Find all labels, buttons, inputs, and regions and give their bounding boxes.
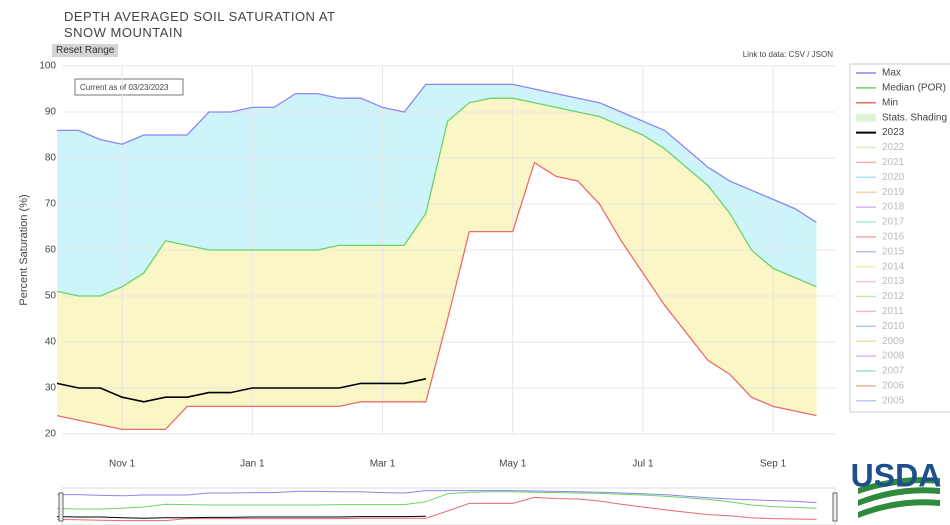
slider-line <box>56 515 426 519</box>
legend-label[interactable]: 2023 <box>882 127 905 138</box>
legend-label[interactable]: 2015 <box>882 246 905 257</box>
x-tick-label: Jan 1 <box>240 459 265 470</box>
shading-band <box>57 84 817 297</box>
legend-label[interactable]: 2010 <box>882 321 905 332</box>
legend-label[interactable]: 2012 <box>882 291 905 302</box>
legend-label[interactable]: 2009 <box>882 336 905 347</box>
legend-label[interactable]: Max <box>882 68 901 79</box>
x-tick-label: Jul 1 <box>632 459 654 470</box>
y-tick-label: 100 <box>39 61 56 72</box>
legend-label[interactable]: 2019 <box>882 187 905 198</box>
y-tick-label: 40 <box>45 337 57 348</box>
annotation: Current as of 03/23/2023 <box>80 83 169 92</box>
y-tick-label: 90 <box>45 107 57 118</box>
legend-label[interactable]: 2008 <box>882 351 905 362</box>
legend-label[interactable]: 2006 <box>882 381 905 392</box>
y-tick-label: 20 <box>45 429 57 440</box>
series-line <box>57 83 817 223</box>
legend-label[interactable]: 2007 <box>882 366 905 377</box>
logo: USDA <box>851 457 942 493</box>
x-tick-label: Mar 1 <box>370 459 396 470</box>
legend-label[interactable]: 2020 <box>882 172 905 183</box>
slider-handle <box>58 492 64 522</box>
x-tick-label: Nov 1 <box>109 459 136 470</box>
range-slider <box>61 487 836 525</box>
slider-line <box>56 491 817 510</box>
legend-label[interactable]: 2016 <box>882 232 905 243</box>
y-tick-label: 60 <box>45 245 57 256</box>
legend-label[interactable]: 2011 <box>882 306 904 317</box>
series-line <box>56 161 817 431</box>
y-tick-label: 80 <box>45 153 57 164</box>
slider-line <box>57 490 817 504</box>
x-tick-label: Sep 1 <box>760 459 787 470</box>
x-tick-label: May 1 <box>499 459 527 470</box>
y-tick-label: 70 <box>45 199 57 210</box>
legend-label[interactable]: 2022 <box>882 142 905 153</box>
legend-swatch <box>856 113 876 122</box>
logo-swoosh <box>858 477 940 518</box>
series-line <box>56 378 427 403</box>
legend-box <box>849 63 950 413</box>
legend-label[interactable]: Median (POR) <box>882 83 946 94</box>
shading-band <box>57 98 817 430</box>
legend-label[interactable]: Min <box>882 97 898 108</box>
legend-label[interactable]: 2017 <box>882 217 905 228</box>
y-tick-label: 30 <box>45 383 57 394</box>
annotation-box <box>74 78 184 96</box>
legend-label[interactable]: 2014 <box>882 261 905 272</box>
series-line <box>56 97 817 297</box>
reset-button[interactable]: Reset Range <box>52 44 119 57</box>
legend-label[interactable]: 2013 <box>882 276 905 287</box>
data-link[interactable]: Link to data: CSV / JSON <box>743 50 833 59</box>
slider-line <box>56 496 817 522</box>
legend-label[interactable]: 2005 <box>882 395 905 406</box>
y-tick-label: 50 <box>45 291 57 302</box>
legend-label[interactable]: 2021 <box>882 157 905 168</box>
y-axis-label: Percent Saturation (%) <box>18 194 30 305</box>
chart-title: DEPTH AVERAGED SOIL SATURATION AT SNOW M… <box>64 9 336 40</box>
legend-label[interactable]: 2018 <box>882 202 905 213</box>
slider-handle <box>832 492 838 522</box>
legend-label[interactable]: Stats. Shading <box>882 112 947 123</box>
